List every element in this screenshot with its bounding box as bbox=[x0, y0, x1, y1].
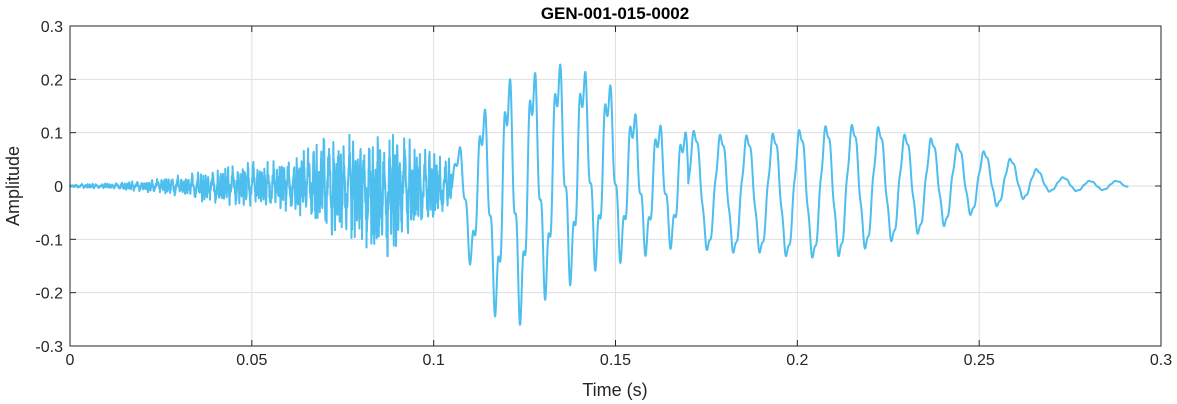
x-tick-label: 0 bbox=[66, 352, 75, 369]
x-tick-label: 0.2 bbox=[786, 352, 808, 369]
x-tick-labels: 0 0.05 0.1 0.15 0.2 0.25 0.3 bbox=[66, 352, 1173, 369]
y-tick-label: 0.3 bbox=[41, 19, 63, 36]
y-tick-label: -0.2 bbox=[35, 286, 63, 303]
y-tick-labels: 0.3 0.2 0.1 0 -0.1 -0.2 -0.3 bbox=[35, 19, 63, 356]
x-tick-label: 0.15 bbox=[600, 352, 631, 369]
y-tick-label: 0.2 bbox=[41, 72, 63, 89]
y-tick-label: -0.1 bbox=[35, 232, 63, 249]
waveform-line bbox=[69, 63, 1130, 326]
y-tick-label: 0 bbox=[54, 179, 63, 196]
x-tick-label: 0.3 bbox=[1150, 352, 1172, 369]
chart-title: GEN-001-015-0002 bbox=[541, 4, 689, 23]
y-tick-label: -0.3 bbox=[35, 339, 63, 356]
x-tick-label: 0.05 bbox=[236, 352, 267, 369]
y-tick-label: 0.1 bbox=[41, 126, 63, 143]
x-tick-label: 0.1 bbox=[423, 352, 445, 369]
x-axis-title: Time (s) bbox=[582, 380, 647, 400]
plot-frame bbox=[69, 25, 1162, 347]
y-axis-title: Amplitude bbox=[3, 146, 23, 226]
x-tick-label: 0.25 bbox=[964, 352, 995, 369]
